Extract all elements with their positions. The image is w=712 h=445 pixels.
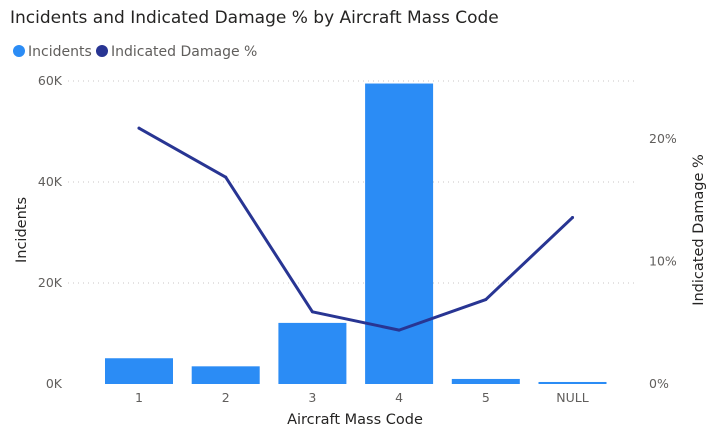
y2-tick-label: 20% bbox=[649, 131, 677, 146]
y2-axis-title: Indicated Damage % bbox=[691, 154, 707, 306]
x-tick-label: 4 bbox=[395, 390, 403, 405]
legend-label-incidents[interactable]: Incidents bbox=[28, 44, 92, 60]
x-tick-label: NULL bbox=[556, 390, 588, 405]
damage-point bbox=[224, 175, 228, 179]
x-axis-title: Aircraft Mass Code bbox=[287, 412, 423, 428]
y-tick-label: 40K bbox=[38, 174, 63, 189]
y-axis-ticks: 0K 20K 40K 60K bbox=[38, 73, 63, 391]
x-tick-label: 3 bbox=[308, 390, 316, 405]
damage-series-line bbox=[137, 126, 574, 332]
bar bbox=[105, 358, 173, 384]
x-axis-ticks: 1 2 3 4 5 NULL bbox=[135, 390, 589, 405]
bar bbox=[278, 322, 347, 384]
x-tick-label: 2 bbox=[222, 390, 230, 405]
y-tick-label: 0K bbox=[46, 376, 63, 391]
gridlines bbox=[68, 80, 635, 284]
damage-point bbox=[571, 216, 574, 220]
legend-label-damage[interactable]: Indicated Damage % bbox=[111, 44, 257, 60]
bar bbox=[538, 381, 607, 384]
y2-tick-label: 10% bbox=[649, 254, 677, 269]
bar bbox=[191, 366, 260, 384]
legend: Incidents Indicated Damage % bbox=[13, 44, 257, 60]
x-tick-label: 1 bbox=[135, 390, 143, 405]
y2-axis-ticks: 0% 10% 20% bbox=[649, 131, 677, 391]
x-tick-label: 5 bbox=[482, 390, 490, 405]
y2-tick-label: 0% bbox=[649, 376, 669, 391]
y-tick-label: 20K bbox=[38, 275, 63, 290]
legend-marker-incidents bbox=[13, 45, 25, 57]
damage-point bbox=[310, 310, 314, 314]
bar bbox=[451, 378, 520, 384]
y-tick-label: 60K bbox=[38, 73, 63, 88]
damage-point bbox=[397, 328, 401, 332]
bar bbox=[365, 83, 434, 385]
legend-marker-damage bbox=[96, 45, 108, 57]
damage-line bbox=[137, 126, 574, 332]
y-axis-title: Incidents bbox=[14, 197, 30, 263]
chart-title: Incidents and Indicated Damage % by Airc… bbox=[10, 8, 499, 28]
damage-point bbox=[137, 126, 141, 130]
damage-point bbox=[484, 298, 488, 302]
bars bbox=[105, 83, 607, 385]
